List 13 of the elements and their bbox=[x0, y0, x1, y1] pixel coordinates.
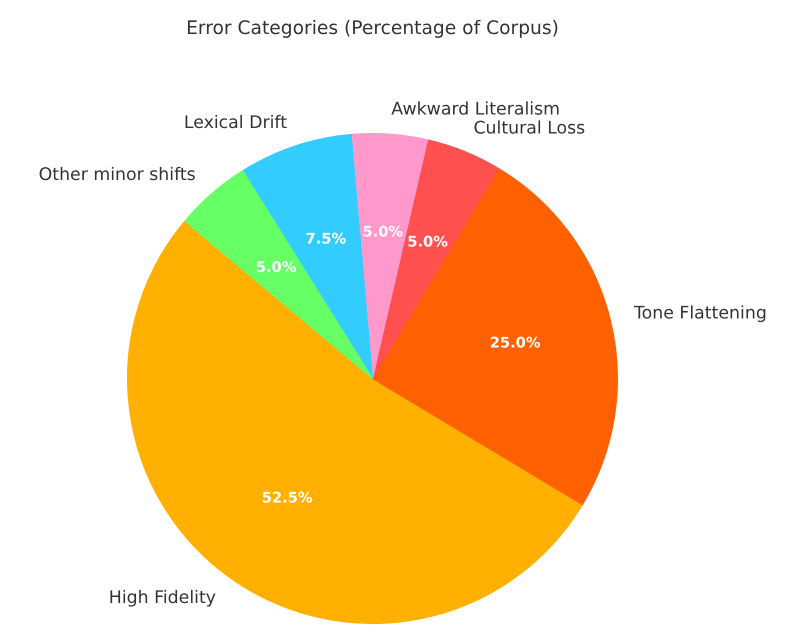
data-label: 5.0% bbox=[362, 223, 404, 240]
slice-label: High Fidelity bbox=[108, 588, 216, 608]
slice-label: Lexical Drift bbox=[184, 112, 288, 133]
data-label: 52.5% bbox=[262, 490, 313, 507]
data-label: 25.0% bbox=[490, 334, 541, 352]
slice-label: Awkward Literalism bbox=[391, 100, 560, 120]
data-label: 5.0% bbox=[256, 259, 297, 276]
slice-label: Other minor shifts bbox=[38, 165, 196, 186]
slice-label: Tone Flattening bbox=[632, 303, 767, 324]
chart-title: Error Categories (Percentage of Corpus) bbox=[186, 18, 559, 39]
slice-label: Cultural Loss bbox=[473, 118, 586, 139]
data-label: 7.5% bbox=[306, 230, 346, 248]
data-label: 5.0% bbox=[407, 234, 448, 251]
